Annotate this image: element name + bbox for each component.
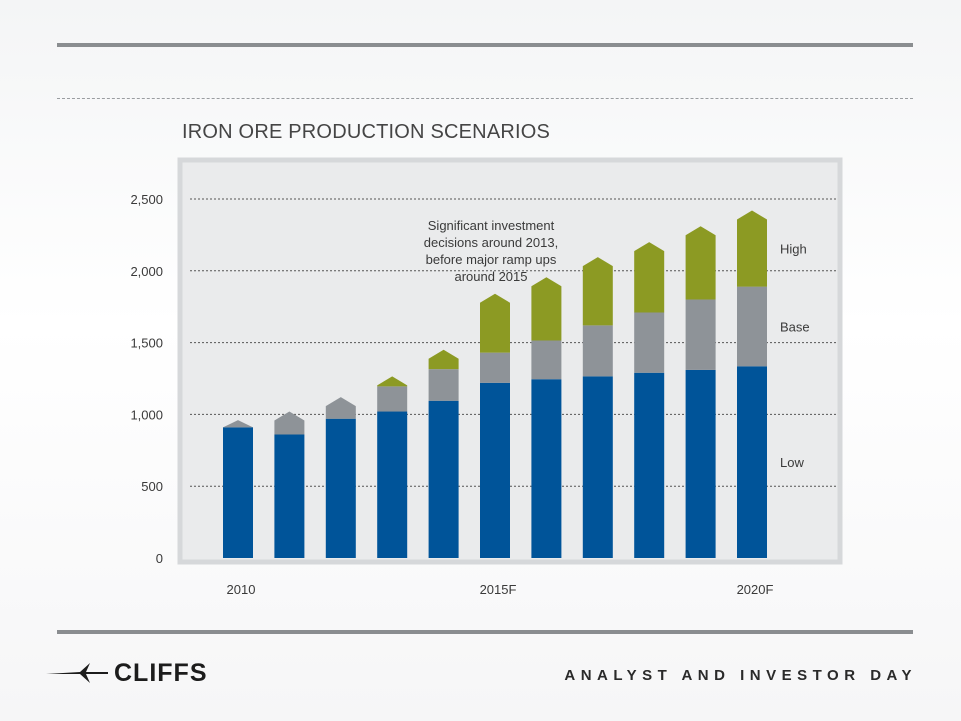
bar-low-2	[325, 418, 356, 558]
bar-base-7	[582, 325, 613, 377]
cliffs-arrow-logo-icon	[46, 663, 108, 683]
bar-high-8	[634, 242, 665, 313]
y-axis-ticks: 0 500 1,000 1,500 2,000 2,500	[130, 192, 163, 566]
y-tick-label: 2,000	[130, 264, 163, 279]
y-tick-label: 500	[141, 479, 163, 494]
bars	[223, 210, 767, 558]
series-label-high: High	[780, 242, 807, 257]
top-rule	[57, 43, 913, 47]
bar-low-8	[634, 372, 665, 558]
bar-base-1	[274, 411, 305, 435]
bar-low-6	[531, 379, 562, 558]
annotation-line: before major ramp ups	[426, 252, 557, 267]
dotted-separator	[57, 98, 913, 99]
bar-base-0	[223, 420, 253, 428]
chart-title: IRON ORE PRODUCTION SCENARIOS	[182, 121, 551, 143]
bar-low-5	[480, 382, 510, 558]
bar-low-9	[685, 369, 716, 558]
bar-low-10	[737, 366, 767, 558]
series-labels: Low Base High	[780, 242, 810, 471]
bar-low-0	[223, 427, 253, 558]
series-label-base: Base	[780, 319, 810, 334]
annotation-line: around 2015	[454, 269, 527, 284]
bar-high-6	[531, 277, 562, 341]
bar-low-3	[377, 411, 408, 558]
bar-base-4	[428, 369, 459, 401]
x-tick-label: 2020F	[737, 582, 774, 597]
bar-base-5	[480, 352, 510, 383]
x-tick-label: 2015F	[480, 582, 517, 597]
x-tick-label: 2010	[227, 582, 256, 597]
bar-high-7	[582, 257, 613, 326]
bar-high-3	[377, 376, 408, 387]
bar-high-10	[737, 210, 767, 287]
annotation-line: Significant investment	[428, 218, 555, 233]
bar-high-9	[685, 226, 716, 300]
bar-base-10	[737, 286, 767, 367]
bar-low-7	[582, 376, 613, 558]
bar-base-9	[685, 299, 716, 370]
bar-base-3	[377, 386, 408, 412]
logo-text: CLIFFS	[114, 658, 208, 687]
y-tick-label: 2,500	[130, 192, 163, 207]
y-tick-label: 1,500	[130, 336, 163, 351]
y-tick-label: 0	[156, 551, 163, 566]
annotation-line: decisions around 2013,	[424, 235, 558, 250]
bar-high-5	[480, 293, 510, 353]
bar-low-1	[274, 434, 305, 558]
event-name: ANALYST AND INVESTOR DAY	[564, 667, 917, 684]
bottom-rule	[57, 630, 913, 634]
bar-base-8	[634, 312, 665, 373]
bar-low-4	[428, 400, 459, 558]
y-tick-label: 1,000	[130, 407, 163, 422]
cliffs-logo: CLIFFS	[46, 656, 208, 690]
x-axis-ticks: 2010 2015F 2020F	[227, 582, 774, 597]
bar-base-2	[325, 397, 356, 419]
plot-frame	[177, 157, 843, 565]
bar-high-4	[428, 349, 459, 370]
series-label-low: Low	[780, 455, 804, 470]
annotation-text: Significant investment decisions around 2…	[424, 218, 558, 284]
bar-base-6	[531, 340, 562, 380]
